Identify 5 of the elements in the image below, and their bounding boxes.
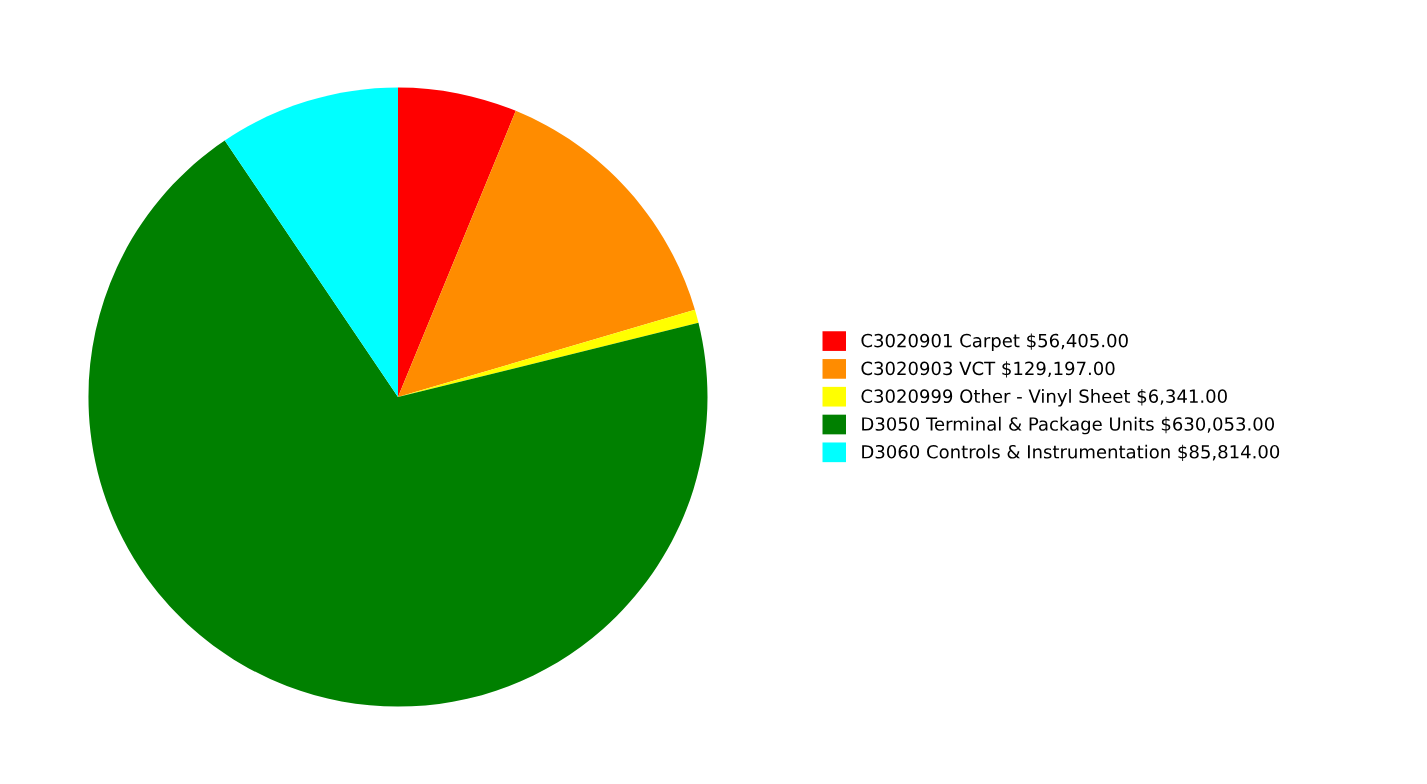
legend-label: D3050 Terminal & Package Units $630,053.00 bbox=[862, 416, 1275, 435]
legend-label: D3060 Controls & Instrumentation $85,814.00 bbox=[862, 444, 1280, 462]
legend-label: C3020901 Carpet $56,405.00 bbox=[861, 333, 1128, 351]
legend-label: C3020903 VCT $129,197.00 bbox=[861, 361, 1115, 378]
legend-label: C3020999 Other - Vinyl Sheet $6,341.00 bbox=[861, 389, 1227, 407]
